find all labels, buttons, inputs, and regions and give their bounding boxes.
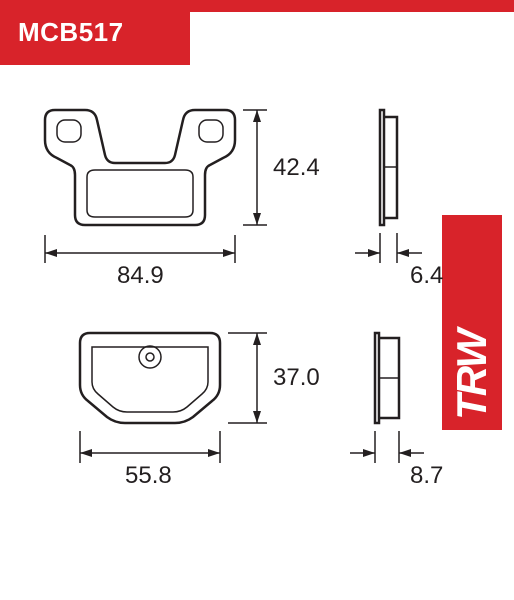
pad2-front <box>80 333 220 423</box>
pad2-side <box>375 333 399 423</box>
part-number: MCB517 <box>18 17 124 48</box>
pad2-width-dim: 55.8 <box>80 431 220 489</box>
pad1-height-dim: 42.4 <box>243 110 320 225</box>
pad2-thickness-label: 8.7 <box>410 462 443 489</box>
pad1-thickness-dim: 6.4 <box>355 233 443 289</box>
pad1-height-label: 42.4 <box>273 154 320 181</box>
pad1-width-label: 84.9 <box>117 262 164 289</box>
drawing-svg: 42.4 84.9 6.4 <box>25 85 455 580</box>
pad1-thickness-label: 6.4 <box>410 262 443 289</box>
header-band <box>190 0 514 12</box>
header-tab: MCB517 <box>0 0 190 65</box>
technical-drawing: 42.4 84.9 6.4 <box>25 85 455 580</box>
pad2-thickness-dim: 8.7 <box>350 431 443 489</box>
pad1-width-dim: 84.9 <box>45 235 235 289</box>
pad2-width-label: 55.8 <box>125 462 172 489</box>
pad1-front <box>45 110 235 225</box>
brand-logo-text: TRW <box>448 321 496 430</box>
pad2-height-label: 37.0 <box>273 364 320 391</box>
pad1-side <box>380 110 397 225</box>
pad2-height-dim: 37.0 <box>228 333 320 423</box>
